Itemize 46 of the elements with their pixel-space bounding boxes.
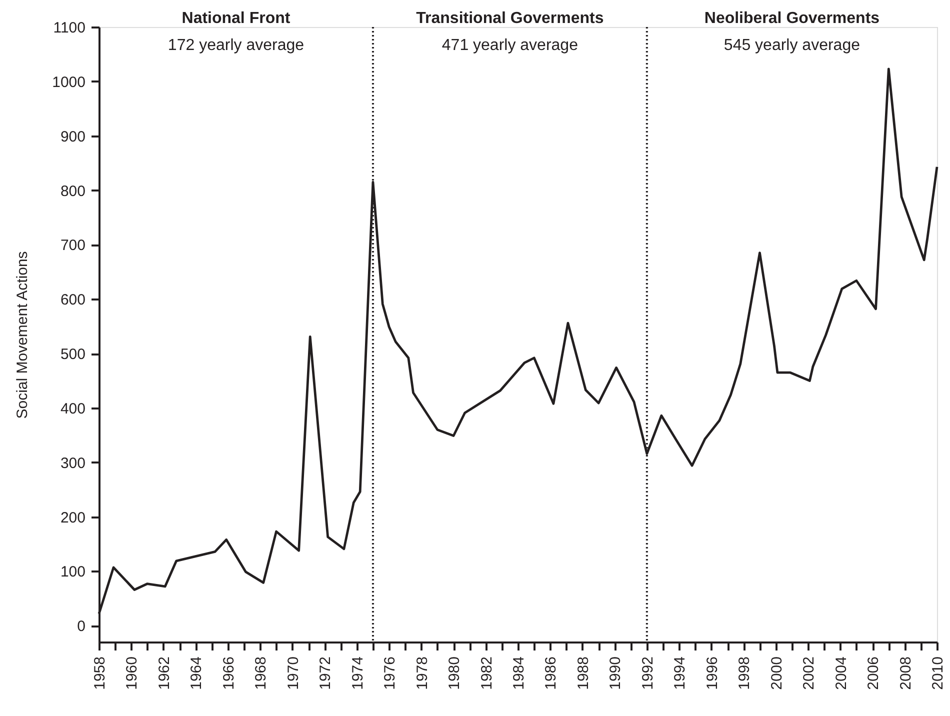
- x-tick-label: 1986: [542, 656, 560, 690]
- y-tick-label: 700: [60, 237, 86, 254]
- text: Transitional Goverments: [416, 10, 604, 27]
- y-tick-label: 900: [60, 128, 86, 146]
- x-tick-label: 1972: [317, 656, 334, 690]
- x-tick-label: 1996: [704, 656, 721, 690]
- annotation: 545 yearly average: [724, 37, 860, 54]
- annotation: 471 yearly average: [442, 37, 578, 54]
- y-tick-label: 300: [60, 454, 86, 472]
- x-tick-label: 2010: [930, 656, 946, 690]
- x-tick-label: 1976: [382, 656, 399, 690]
- x-tick-label: 1978: [414, 656, 431, 690]
- x-tick-label: 1992: [639, 656, 656, 690]
- y-tick-label: 500: [60, 346, 86, 364]
- y-tick-label: 800: [60, 182, 86, 200]
- x-tick-label: 1974: [349, 656, 366, 690]
- x-tick-label: 2004: [832, 656, 850, 690]
- x-tick-label: 1970: [284, 656, 302, 690]
- x-tick-label: 1982: [478, 656, 496, 690]
- x-tick-label: 1984: [510, 656, 528, 690]
- y-tick-label: 600: [60, 292, 86, 309]
- y-tick-label: 200: [60, 509, 86, 526]
- x-tick-label: 1988: [574, 656, 592, 690]
- y-tick-label: 1000: [52, 74, 86, 91]
- y-tick-label: 1100: [53, 20, 86, 36]
- y-tick-label: 400: [60, 400, 86, 418]
- x-tick-label: 1998: [736, 656, 754, 690]
- y-tick-label: 100: [60, 564, 86, 581]
- x-tick-label: 1966: [220, 656, 238, 690]
- x-tick-label: 2000: [768, 656, 786, 690]
- x-tick-label: 2002: [800, 656, 818, 690]
- x-tick-label: 1990: [607, 656, 624, 690]
- y-tick-label: 0: [77, 618, 86, 636]
- x-tick-label: 1960: [124, 656, 141, 690]
- x-tick-label: 1962: [156, 656, 173, 690]
- x-tick-label: 1994: [672, 656, 689, 690]
- annotation: 172 yearly average: [168, 37, 304, 54]
- y-axis-title: Social Movement Actions: [14, 251, 32, 419]
- text: National Front: [182, 10, 291, 27]
- x-tick-label: 1968: [252, 656, 270, 690]
- x-tick-label: 2006: [865, 656, 882, 690]
- text: Neoliberal Goverments: [704, 10, 880, 27]
- x-tick-label: 2008: [897, 656, 914, 690]
- x-tick-label: 1964: [188, 656, 206, 690]
- x-tick-label: 1980: [446, 656, 464, 690]
- x-tick-label: 1958: [92, 656, 108, 690]
